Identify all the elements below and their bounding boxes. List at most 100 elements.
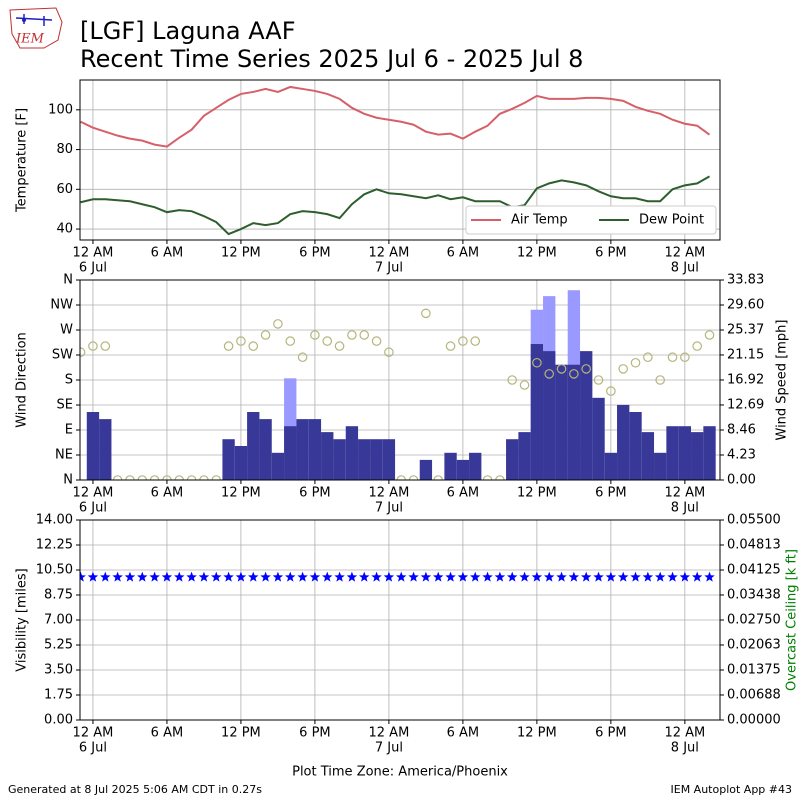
- y-tick-label: S: [65, 373, 73, 388]
- series-line: [80, 175, 711, 236]
- point: [606, 386, 616, 396]
- point: [420, 571, 432, 582]
- bar: [333, 439, 346, 480]
- point: [519, 380, 530, 390]
- x-date-label: 7 Jul: [375, 501, 403, 516]
- point: [519, 571, 530, 582]
- logo: IEM: [9, 7, 63, 49]
- x-tick-label: 12 AM: [73, 726, 114, 741]
- point: [309, 571, 321, 582]
- bar: [506, 439, 519, 480]
- footer-left: Generated at 8 Jul 2025 5:06 AM CDT in 0…: [8, 783, 262, 796]
- bar: [518, 432, 531, 480]
- plot-frame: [79, 519, 721, 721]
- point: [433, 571, 444, 582]
- y-axis-label: Temperature [F]: [15, 108, 30, 213]
- plot-area: [80, 290, 716, 480]
- point: [112, 571, 123, 582]
- x-date-label: 8 Jul: [671, 501, 699, 516]
- point: [593, 571, 604, 582]
- bar: [247, 412, 260, 480]
- x-tick-label: 12 AM: [369, 726, 410, 741]
- bar: [530, 344, 544, 480]
- y-tick-label: W: [60, 323, 73, 338]
- point: [667, 571, 678, 582]
- bar: [296, 419, 309, 480]
- point: [580, 571, 592, 582]
- y-tick-label: 0.00: [44, 713, 73, 728]
- y-axis-label: Wind Direction: [15, 332, 30, 428]
- y-tick-label: 8.75: [44, 588, 73, 603]
- point: [605, 571, 617, 582]
- x-date-label: 6 Jul: [79, 501, 107, 516]
- point: [297, 571, 308, 582]
- y2-tick-label: 0.02750: [727, 613, 781, 628]
- y2-tick-label: 0.00: [727, 473, 756, 488]
- y-tick-label: 14.00: [36, 513, 73, 528]
- point: [507, 375, 518, 385]
- point: [371, 571, 382, 582]
- x-tick-label: 12 AM: [664, 726, 705, 741]
- y-tick-label: 10.50: [36, 563, 73, 578]
- x-date-label: 7 Jul: [375, 261, 403, 276]
- bar: [444, 452, 457, 480]
- y2-axis-label: Overcast Ceiling [k ft]: [785, 549, 800, 691]
- point: [680, 352, 690, 363]
- point: [88, 341, 98, 351]
- bar: [691, 432, 704, 480]
- point: [371, 336, 382, 346]
- point: [297, 352, 308, 363]
- x-date-label: 6 Jul: [79, 741, 107, 756]
- y-tick-label: 7.00: [44, 613, 73, 628]
- point: [470, 336, 481, 346]
- point: [642, 571, 654, 582]
- point: [124, 571, 136, 582]
- x-tick-label: 6 PM: [595, 246, 626, 261]
- y2-tick-label: 4.23: [727, 447, 756, 462]
- point: [87, 571, 99, 582]
- point: [100, 571, 111, 582]
- y-tick-label: N: [63, 273, 73, 288]
- x-tick-label: 6 PM: [595, 486, 626, 501]
- point: [556, 571, 567, 582]
- point: [100, 341, 111, 351]
- point: [445, 571, 456, 582]
- point: [704, 571, 715, 582]
- x-date-label: 7 Jul: [375, 741, 403, 756]
- bar: [222, 439, 235, 480]
- x-axis-label: Plot Time Zone: America/Phoenix: [292, 765, 508, 780]
- point: [273, 319, 283, 329]
- point: [149, 571, 160, 582]
- point: [161, 571, 173, 582]
- y2-tick-label: 33.83: [727, 273, 764, 288]
- point: [630, 357, 641, 368]
- bar: [629, 412, 642, 480]
- plot-area: [80, 85, 711, 236]
- x-tick-label: 12 AM: [73, 246, 114, 261]
- x-tick-label: 6 PM: [299, 486, 330, 501]
- point: [506, 571, 518, 582]
- point: [235, 571, 247, 582]
- point: [581, 364, 592, 374]
- point: [667, 352, 678, 363]
- y-tick-label: 100: [48, 102, 73, 117]
- point: [618, 364, 628, 374]
- point: [260, 330, 271, 340]
- point: [445, 341, 456, 351]
- point: [322, 336, 333, 346]
- y2-tick-label: 0.04813: [727, 537, 781, 552]
- y2-tick-label: 8.46: [727, 422, 756, 437]
- y-tick-label: 40: [56, 222, 73, 237]
- bar: [592, 397, 605, 480]
- point: [532, 357, 542, 368]
- y2-tick-label: 21.15: [727, 347, 764, 362]
- point: [593, 375, 604, 385]
- point: [544, 369, 555, 379]
- point: [80, 571, 86, 582]
- x-tick-label: 12 PM: [221, 486, 261, 501]
- point: [469, 571, 481, 582]
- x-tick-label: 12 PM: [517, 246, 557, 261]
- x-date-label: 8 Jul: [671, 741, 699, 756]
- subtitle: Recent Time Series 2025 Jul 6 - 2025 Jul…: [80, 45, 583, 73]
